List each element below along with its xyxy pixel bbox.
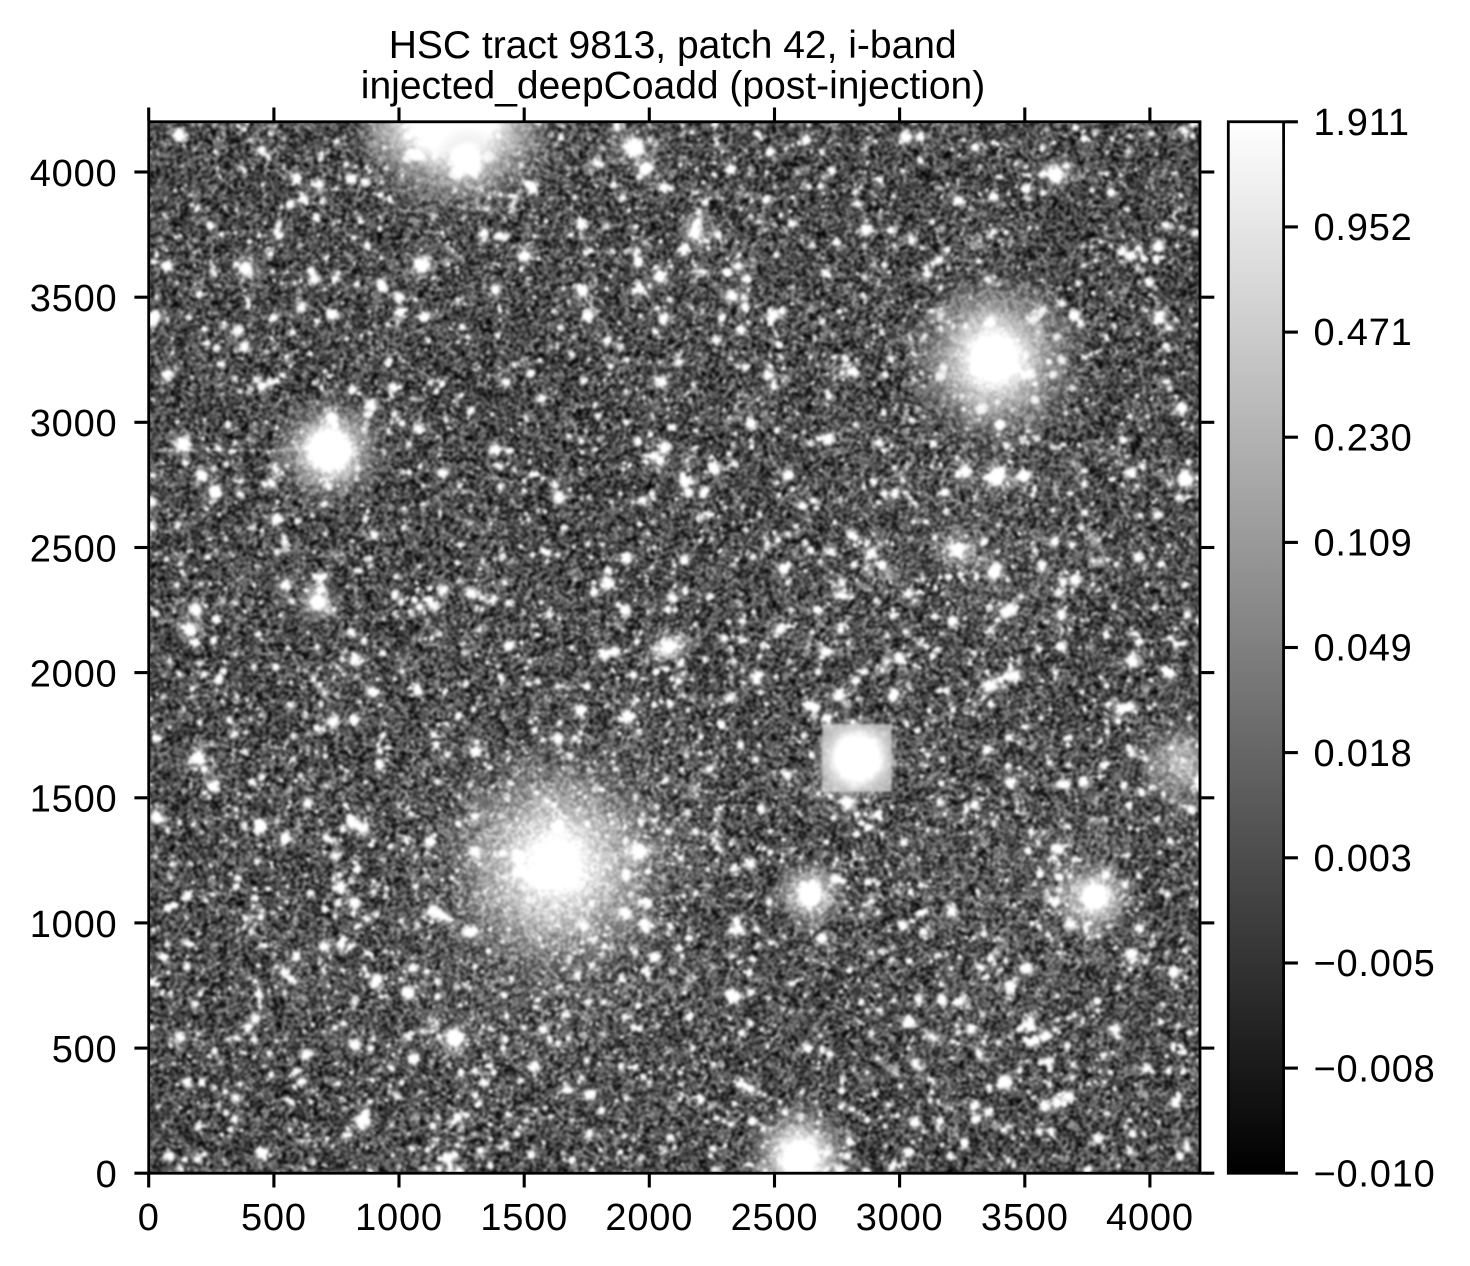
svg-text:0.471: 0.471 bbox=[1314, 312, 1413, 354]
svg-text:2500: 2500 bbox=[731, 1197, 819, 1239]
svg-text:1500: 1500 bbox=[480, 1197, 568, 1239]
svg-text:0: 0 bbox=[138, 1197, 160, 1239]
svg-text:500: 500 bbox=[52, 1029, 118, 1071]
svg-text:3000: 3000 bbox=[856, 1197, 944, 1239]
svg-text:4000: 4000 bbox=[1106, 1197, 1194, 1239]
svg-text:2500: 2500 bbox=[30, 528, 118, 570]
svg-text:0.049: 0.049 bbox=[1314, 628, 1413, 670]
svg-text:1.911: 1.911 bbox=[1314, 102, 1410, 144]
svg-text:0: 0 bbox=[96, 1154, 118, 1196]
svg-text:0.230: 0.230 bbox=[1314, 417, 1413, 459]
svg-text:0.018: 0.018 bbox=[1314, 733, 1413, 775]
svg-text:1000: 1000 bbox=[30, 904, 118, 946]
svg-text:HSC tract 9813, patch 42, i-ba: HSC tract 9813, patch 42, i-band bbox=[389, 24, 957, 67]
svg-text:injected_deepCoadd (post-injec: injected_deepCoadd (post-injection) bbox=[361, 64, 985, 107]
svg-text:1500: 1500 bbox=[30, 779, 118, 821]
svg-text:−0.005: −0.005 bbox=[1314, 943, 1436, 985]
svg-text:2000: 2000 bbox=[605, 1197, 693, 1239]
svg-text:3000: 3000 bbox=[30, 403, 118, 445]
svg-text:−0.008: −0.008 bbox=[1314, 1048, 1436, 1090]
svg-text:0.109: 0.109 bbox=[1314, 523, 1413, 565]
svg-text:3500: 3500 bbox=[981, 1197, 1069, 1239]
svg-text:4000: 4000 bbox=[30, 153, 118, 195]
svg-text:2000: 2000 bbox=[30, 654, 118, 696]
svg-text:0.003: 0.003 bbox=[1314, 838, 1413, 880]
svg-text:1000: 1000 bbox=[355, 1197, 443, 1239]
svg-text:3500: 3500 bbox=[30, 278, 118, 320]
svg-text:0.952: 0.952 bbox=[1314, 207, 1413, 249]
svg-text:−0.010: −0.010 bbox=[1314, 1154, 1436, 1196]
svg-text:500: 500 bbox=[241, 1197, 307, 1239]
